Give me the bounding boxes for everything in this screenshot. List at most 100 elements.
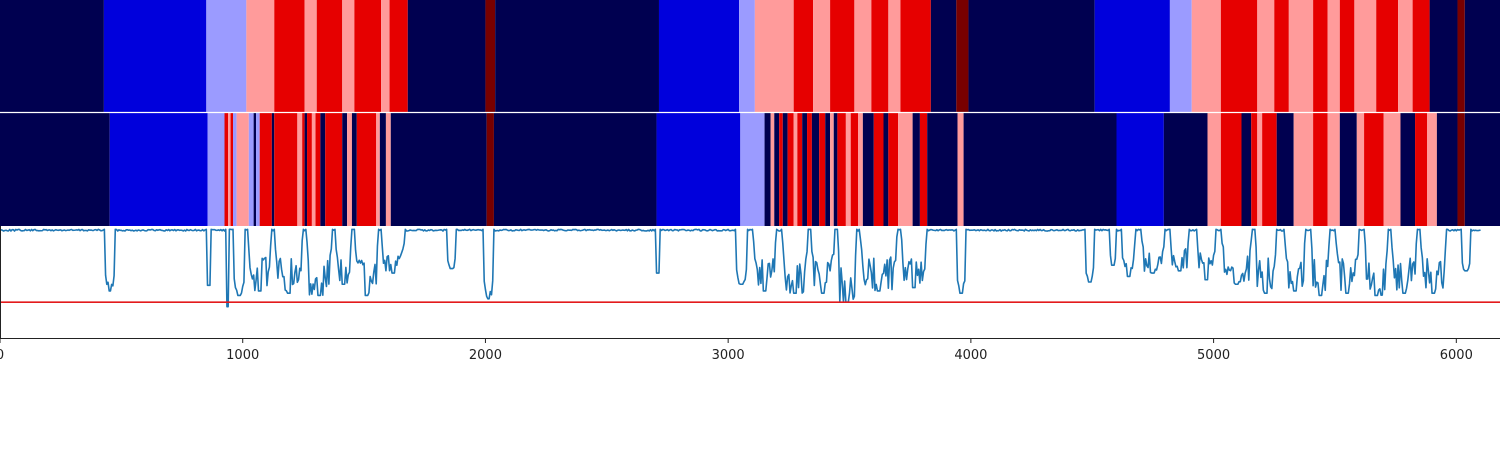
top-strip-segment-19	[830, 0, 855, 112]
bottom-strip-segment-15	[302, 113, 305, 226]
bottom-strip-segment-72	[1293, 113, 1314, 226]
bottom-strip-segment-46	[825, 113, 831, 226]
bottom-strip-segment-61	[957, 113, 964, 226]
bottom-strip-segment-31	[493, 113, 657, 226]
top-strip-segment-0	[0, 0, 104, 112]
top-strip-segment-35	[1327, 0, 1340, 112]
top-strip-segment-42	[1457, 0, 1465, 112]
top-strip-segment-36	[1339, 0, 1355, 112]
bottom-strip-segment-76	[1356, 113, 1365, 226]
top-strip-segment-8	[354, 0, 382, 112]
bottom-strip-segment-19	[315, 113, 321, 226]
bottom-strip-segment-0	[0, 113, 110, 226]
top-strip-segment-5	[304, 0, 317, 112]
bottom-strip-segment-84	[1464, 113, 1500, 226]
top-strip-segment-7	[342, 0, 355, 112]
bottom-strip-segment-7	[236, 113, 249, 226]
bottom-strip-segment-26	[376, 113, 380, 226]
top-strip-segment-23	[900, 0, 931, 112]
bottom-strip-segment-62	[963, 113, 1117, 226]
bottom-strip-segment-20	[320, 113, 326, 226]
bottom-strip-segment-52	[858, 113, 863, 226]
top-strip-segment-21	[871, 0, 889, 112]
top-strip-segment-30	[1220, 0, 1258, 112]
top-strip-segment-31	[1257, 0, 1275, 112]
x-tick-label-5000: 5000	[1197, 348, 1230, 363]
top-strip-segment-11	[407, 0, 486, 112]
bottom-strip-segment-4	[228, 113, 231, 226]
top-strip-segment-41	[1429, 0, 1458, 112]
top-strip-segment-37	[1354, 0, 1377, 112]
bottom-strip-segment-2	[207, 113, 225, 226]
top-strip-segment-13	[495, 0, 659, 112]
state-strip-top	[0, 0, 1500, 112]
bottom-strip-segment-10	[256, 113, 260, 226]
top-strip-segment-28	[1169, 0, 1192, 112]
bottom-strip-segment-48	[833, 113, 838, 226]
top-strip-segment-15	[739, 0, 755, 112]
bottom-strip-segment-66	[1220, 113, 1242, 226]
top-strip-segment-22	[888, 0, 901, 112]
bottom-strip-segment-11	[259, 113, 272, 226]
bottom-strip-segment-5	[230, 113, 234, 226]
top-strip-segment-32	[1274, 0, 1289, 112]
bottom-strip-segment-53	[862, 113, 874, 226]
bottom-strip-segment-9	[253, 113, 257, 226]
bottom-strip-segment-54	[873, 113, 884, 226]
x-axis: 0 1000 2000 3000 4000 5000 6000	[0, 111, 1500, 363]
signal-panel	[0, 228, 1500, 308]
x-tick-label-1000: 1000	[226, 348, 259, 363]
bottom-strip-segment-14	[297, 113, 303, 226]
bottom-strip-segment-36	[774, 113, 780, 226]
bottom-strip-segment-25	[356, 113, 377, 226]
bottom-strip-segment-51	[850, 113, 859, 226]
bottom-strip-segment-77	[1364, 113, 1384, 226]
x-tick-label-4000: 4000	[954, 348, 987, 363]
bottom-strip-segment-12	[271, 113, 275, 226]
bottom-strip-segment-42	[802, 113, 808, 226]
bottom-strip-segment-68	[1251, 113, 1258, 226]
top-strip-segment-40	[1412, 0, 1430, 112]
bottom-strip-segment-83	[1457, 113, 1465, 226]
top-strip-segment-34	[1313, 0, 1328, 112]
top-strip-segment-14	[658, 0, 740, 112]
bottom-strip-segment-43	[807, 113, 812, 226]
bottom-strip-segment-82	[1436, 113, 1458, 226]
top-strip-segment-12	[485, 0, 496, 112]
top-strip-segment-2	[206, 0, 247, 112]
bottom-strip-segment-30	[486, 113, 494, 226]
bottom-strip-segment-35	[770, 113, 775, 226]
signal-series-line	[0, 228, 1481, 308]
bottom-strip-segment-27	[379, 113, 386, 226]
bottom-strip-segment-81	[1427, 113, 1437, 226]
bottom-strip-segment-13	[274, 113, 298, 226]
x-tick-label-2000: 2000	[469, 348, 502, 363]
state-strip-bottom	[0, 113, 1500, 226]
top-strip-segment-43	[1464, 0, 1500, 112]
bottom-strip-segment-65	[1207, 113, 1221, 226]
top-strip-segment-20	[854, 0, 872, 112]
bottom-strip-segment-28	[385, 113, 391, 226]
bottom-strip-segment-44	[811, 113, 820, 226]
bottom-strip-segment-38	[782, 113, 788, 226]
top-strip-segment-18	[813, 0, 831, 112]
top-strip-segment-16	[754, 0, 794, 112]
top-strip-segment-29	[1191, 0, 1221, 112]
bottom-strip-segment-63	[1116, 113, 1164, 226]
bottom-strip-segment-50	[845, 113, 851, 226]
bottom-strip-segment-55	[883, 113, 889, 226]
top-strip-segment-39	[1398, 0, 1413, 112]
bottom-strip-segment-75	[1339, 113, 1357, 226]
bottom-strip-segment-41	[797, 113, 803, 226]
x-tick-label-3000: 3000	[712, 348, 745, 363]
bottom-strip-segment-80	[1415, 113, 1428, 226]
bottom-strip-segment-29	[390, 113, 487, 226]
bottom-strip-segment-33	[740, 113, 765, 226]
bottom-strip-segment-49	[837, 113, 846, 226]
bottom-strip-segment-16	[304, 113, 308, 226]
bottom-strip-segment-64	[1163, 113, 1208, 226]
top-strip-segment-10	[389, 0, 408, 112]
x-tick-label-0: 0	[0, 348, 4, 363]
